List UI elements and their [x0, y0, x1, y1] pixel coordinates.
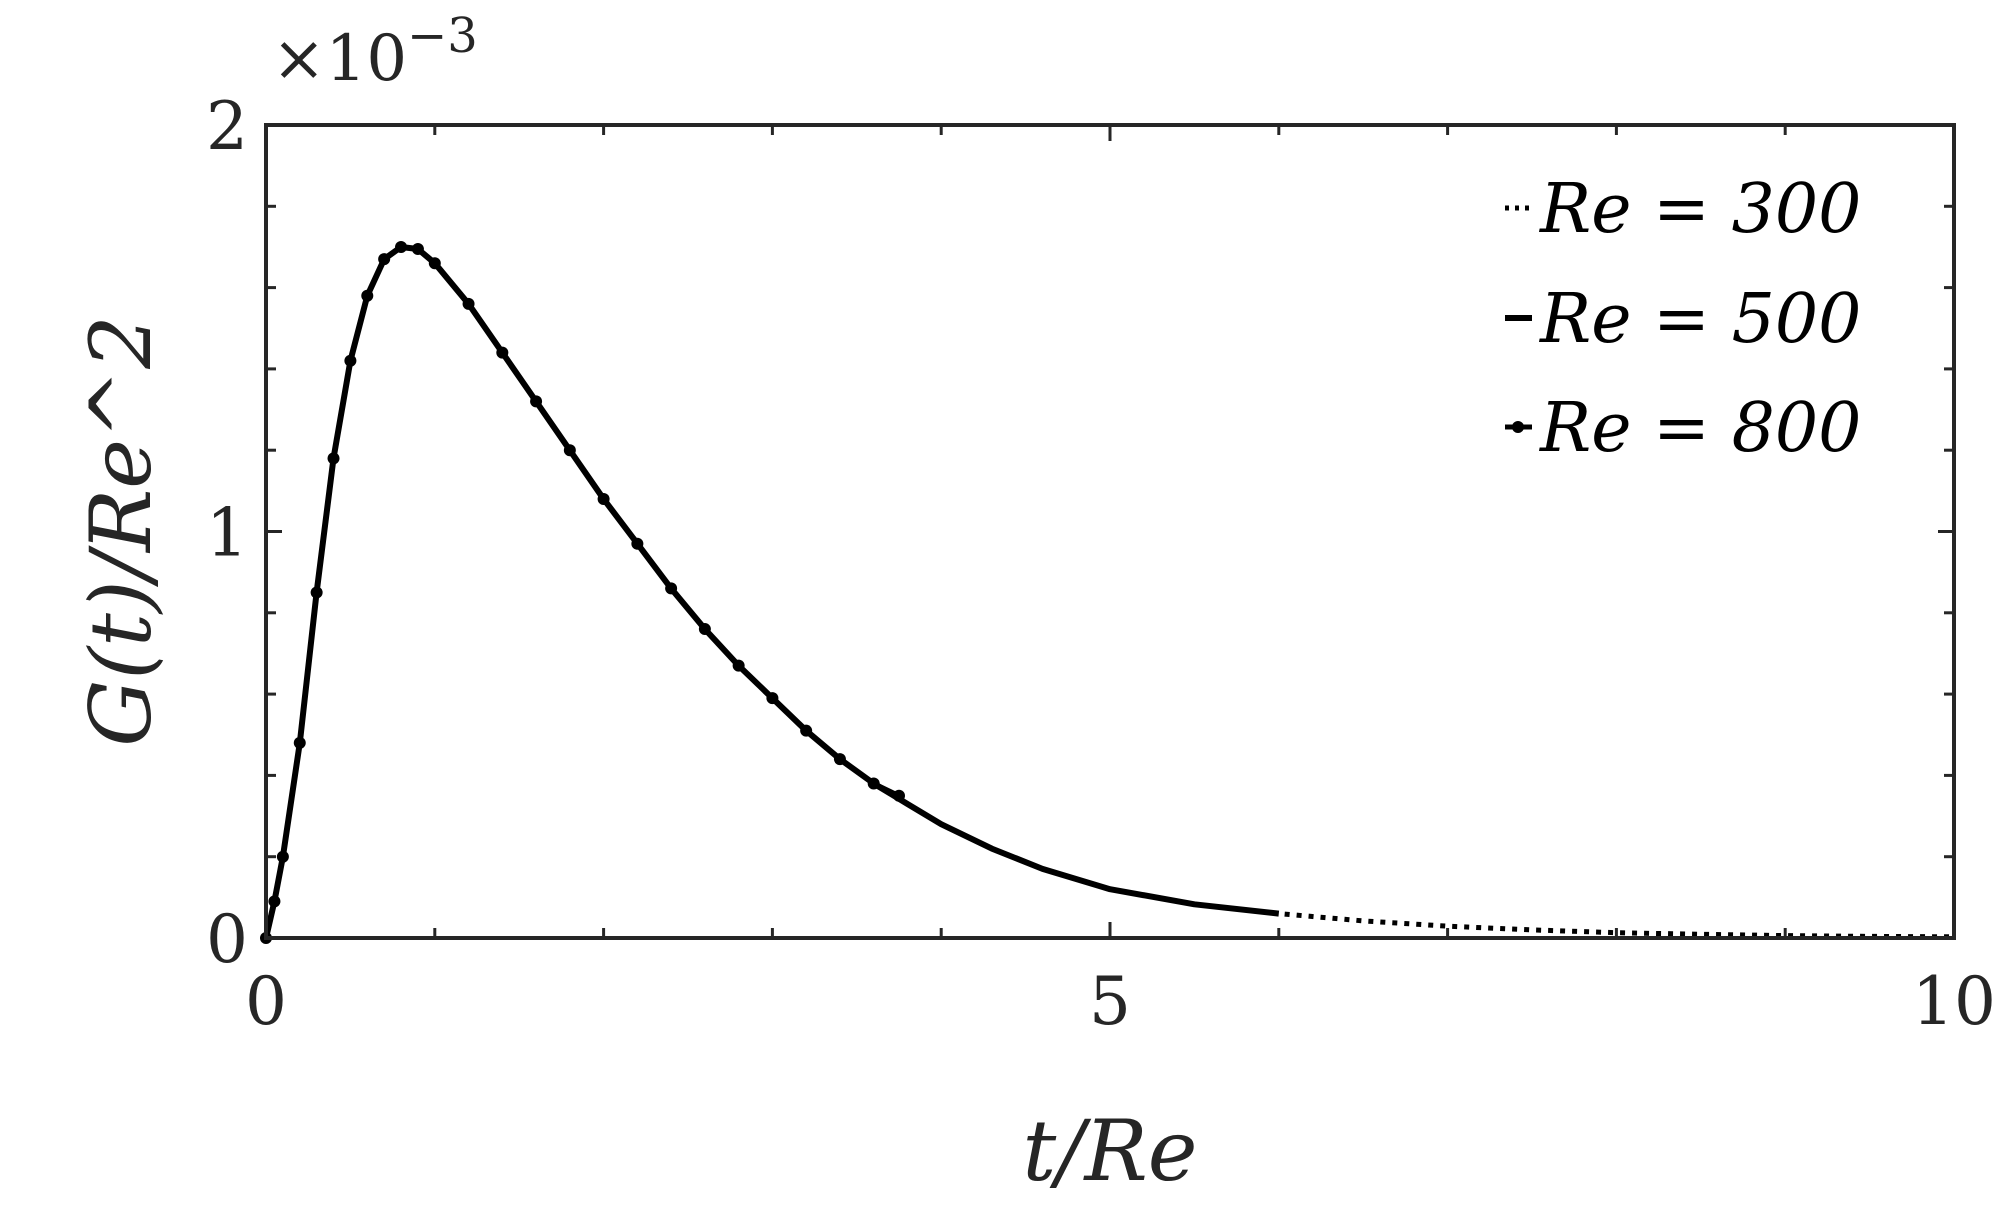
y-tick-label: 0 — [206, 901, 248, 978]
legend-label-re800: Re = 800 — [1538, 389, 1861, 468]
legend: Re = 300 Re = 500 Re = 800 — [1505, 170, 1861, 468]
series-marker-re800 — [293, 736, 306, 749]
series-line-re800 — [263, 244, 901, 939]
series-marker-re800 — [361, 289, 374, 302]
series-marker-re800 — [893, 789, 905, 802]
tick-layer — [264, 123, 1956, 940]
series-line-re300 — [263, 244, 1955, 940]
series-marker-re800 — [732, 659, 745, 672]
series-marker-re800 — [665, 582, 678, 595]
series-marker-re800 — [833, 753, 846, 766]
series-marker-re800 — [462, 297, 475, 310]
series-marker-re800 — [276, 850, 289, 863]
series-marker-re800 — [428, 257, 441, 270]
series-marker-re800 — [268, 895, 281, 908]
series-marker-re800 — [344, 354, 357, 367]
series-marker-re800 — [378, 253, 391, 266]
x-tick-label: 10 — [1912, 963, 1996, 1040]
y-axis-label: G(t)/Re^2 — [72, 315, 170, 746]
series-marker-re800 — [327, 452, 340, 465]
legend-label-re300: Re = 300 — [1538, 170, 1861, 249]
series-marker-re800 — [867, 777, 880, 790]
series-marker-re800 — [530, 395, 543, 408]
tick-label-layer: 0 5 10 0 1 2 — [206, 88, 1996, 1040]
series-marker-re800 — [563, 444, 576, 457]
series-marker-re800 — [597, 492, 610, 505]
series-marker-re800 — [310, 586, 323, 599]
series-marker-re800 — [395, 240, 408, 253]
series-marker-re800 — [698, 623, 711, 636]
x-tick-label: 5 — [1089, 963, 1131, 1040]
series-marker-re800 — [800, 724, 813, 737]
series-marker-re800 — [411, 242, 424, 255]
series-marker-re800 — [766, 692, 779, 705]
y-tick-label: 1 — [206, 495, 248, 572]
x-tick-label: 0 — [245, 963, 287, 1040]
x-axis-label: t/Re — [1022, 1102, 1197, 1200]
series-layer — [260, 240, 1955, 944]
y-tick-label: 2 — [206, 88, 248, 165]
legend-label-re500: Re = 500 — [1538, 280, 1861, 359]
series-marker-re800 — [631, 537, 644, 550]
legend-marker-re800 — [1512, 421, 1524, 433]
series-marker-re800 — [496, 346, 509, 359]
y-exponent-label: ×10−3 — [272, 8, 478, 96]
